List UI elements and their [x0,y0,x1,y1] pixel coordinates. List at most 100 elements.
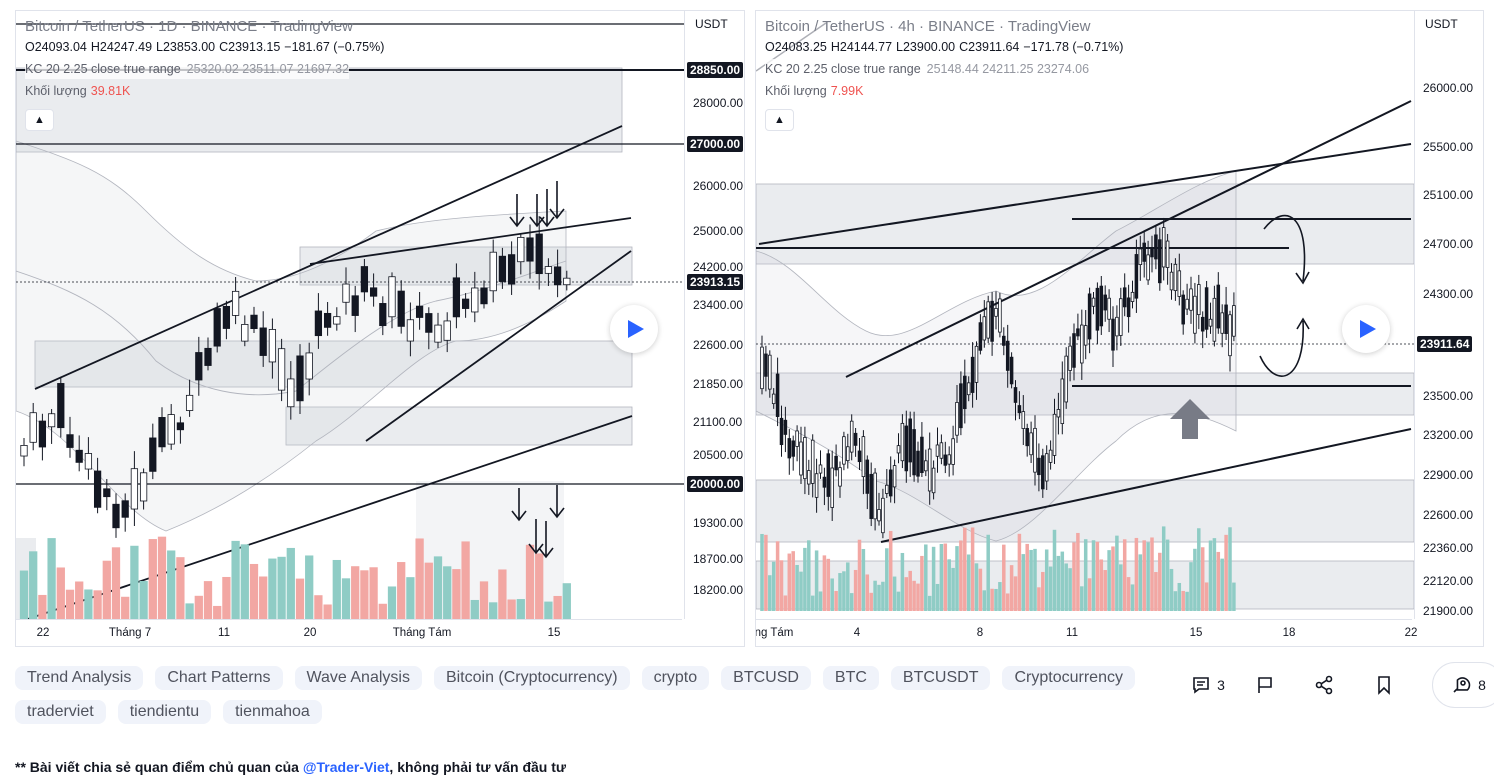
volume-bar [877,584,881,611]
tag-chip[interactable]: Chart Patterns [155,666,283,690]
candle [966,382,971,396]
candle [939,442,944,459]
flag-icon [1258,677,1272,693]
share-icon [1315,675,1333,695]
tag-chip[interactable]: BTC [822,666,879,690]
volume-bar [904,577,909,611]
volume-bar [818,591,823,611]
price-tick-label: 28000.00 [693,96,744,110]
volume-bar [1126,577,1131,611]
volume-bar [139,580,148,621]
tag-chip[interactable]: BTCUSDT [890,666,991,690]
candle [176,422,185,431]
candle [1228,314,1232,357]
candle [195,352,203,381]
volume-bar [102,560,111,621]
tag-chip[interactable]: Bitcoin (Cryptocurrency) [433,666,630,690]
volume-bar [885,548,889,611]
candle [1072,333,1076,368]
volume-bar [1091,540,1096,611]
volume-bar [213,605,222,621]
volume-bar [56,567,65,621]
time-tick-label: 11 [1066,627,1078,639]
volume-bar [1076,532,1080,611]
play-button[interactable] [1342,305,1390,353]
chart-plot-daily[interactable] [16,11,684,621]
price-tick-label: 24200.00 [693,260,744,274]
volume-bar [130,545,139,621]
volume-bar [994,588,998,611]
chart-daily[interactable]: Bitcoin / TetherUS · 1D · BINANCE · Trad… [15,10,745,647]
candle [1126,297,1131,318]
volume-bar [924,544,928,611]
chart-4h[interactable]: Bitcoin / TetherUS · 4h · BINANCE · Trad… [755,10,1484,647]
time-axis-daily[interactable]: 22 Tháng 7 11 20 Tháng Tám 15 [16,619,682,646]
candle [834,455,838,471]
play-button[interactable] [610,305,658,353]
candle [471,287,479,313]
candle [204,347,212,366]
volume-bar [1103,570,1107,611]
tag-chip[interactable]: tienmahoa [223,700,322,724]
candle [861,436,866,478]
tag-chip[interactable]: Cryptocurrency [1002,666,1135,690]
author-mention-link[interactable]: @Trader-Viet [302,759,390,775]
volume-bar [443,566,452,621]
volume-bar [84,589,93,621]
collapse-legend-button[interactable]: ▲ [25,109,54,131]
collapse-legend-button[interactable]: ▲ [765,109,794,131]
volume-bar [846,562,850,611]
candle [818,464,823,474]
volume-bar [1037,587,1041,611]
candle [955,402,959,436]
volume-bar [1232,582,1236,611]
chart-plot-4h[interactable] [756,11,1414,621]
candle [888,469,893,497]
candle [425,313,433,333]
volume-bar [1142,540,1146,611]
volume-bar [470,599,479,621]
price-axis-4h[interactable]: USDT 26000.00 25500.00 25100.00 24700.00 243… [1414,11,1483,619]
currency-label: USDT [1425,17,1458,31]
bookmark-button[interactable] [1354,662,1414,708]
price-axis-daily[interactable]: USDT 28000.00 26000.00 25000.00 24200.00 234… [684,11,744,619]
share-button[interactable] [1294,662,1354,708]
volume-bar [978,568,983,611]
volume-bar [1208,540,1213,611]
candle [103,488,111,498]
time-axis-4h[interactable]: ng Tám 4 8 11 15 18 22 [756,619,1417,646]
volume-bar [314,595,323,621]
candle [842,436,846,465]
tag-chip[interactable]: tiendientu [117,700,212,724]
candle [787,438,792,459]
volume-bar [1216,551,1221,611]
comments-button[interactable]: 3 [1180,662,1236,708]
candle [795,430,799,447]
price-tick-label: 22120.00 [1423,574,1474,588]
volume-bar [1029,549,1033,611]
tag-chip[interactable]: Trend Analysis [15,666,144,690]
candle [963,375,967,410]
volume-bar [760,533,764,611]
tag-chip[interactable]: crypto [641,666,710,690]
volume-bar [947,559,951,611]
boost-button[interactable]: 8 [1432,662,1494,708]
report-button[interactable] [1236,662,1294,708]
candle [553,266,562,286]
volume-bar [830,578,834,611]
price-tick-label: 21100.00 [693,415,743,429]
tag-chip[interactable]: BTCUSD [721,666,811,690]
candle [1107,297,1111,320]
candle [951,438,955,465]
candle [452,277,461,318]
candle [268,329,277,363]
tag-chip[interactable]: Wave Analysis [294,666,422,690]
volume-bar [939,543,944,611]
candle [873,472,877,520]
volume-bar [1021,554,1026,611]
volume-bar [268,558,277,621]
candle [799,441,803,476]
tag-chip[interactable]: traderviet [15,700,106,724]
volume-bar [1150,537,1154,611]
volume-bar [931,546,936,611]
